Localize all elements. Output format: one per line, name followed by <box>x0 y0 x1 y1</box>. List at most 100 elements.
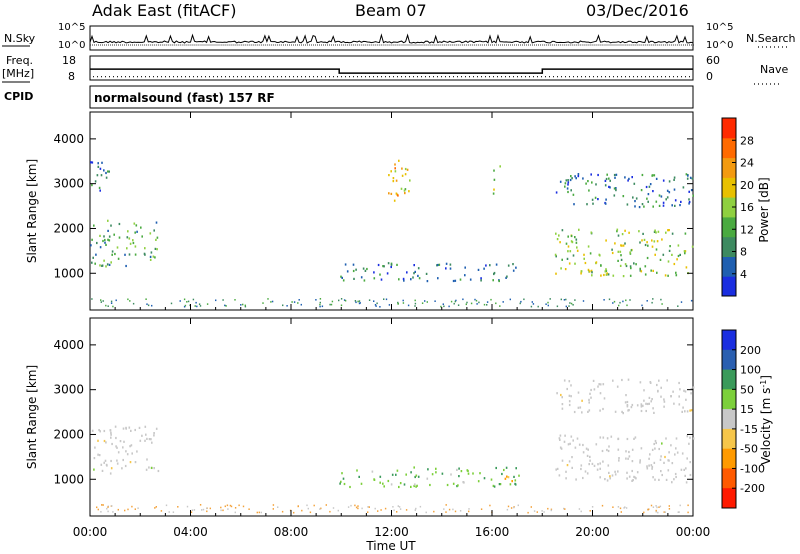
near-range-cell <box>96 506 98 509</box>
heat-cell <box>606 272 608 275</box>
near-range-cell <box>319 303 321 306</box>
heat-cell <box>427 468 429 471</box>
heat-cell <box>105 463 108 466</box>
heat-cell <box>661 473 663 477</box>
heat-cell <box>418 277 421 280</box>
heat-cell <box>652 269 654 272</box>
heat-cell <box>492 192 495 195</box>
heat-cell <box>145 433 147 436</box>
heat-cell <box>150 466 153 469</box>
heat-cell <box>684 390 687 393</box>
heat-cell <box>493 188 495 191</box>
heat-cell <box>99 246 102 249</box>
near-range-cell <box>244 304 246 307</box>
heat-cell <box>431 473 434 476</box>
heat-cell <box>404 167 407 171</box>
heat-cell <box>597 198 599 201</box>
heat-cell <box>425 272 428 275</box>
heat-cell <box>91 429 94 432</box>
heat-cell <box>688 200 691 204</box>
near-range-cell <box>293 301 296 303</box>
heat-cell <box>114 425 117 428</box>
near-range-cell <box>397 505 399 507</box>
heat-cell <box>611 248 613 251</box>
near-range-cell <box>478 301 480 304</box>
heat-cell <box>410 485 412 488</box>
near-range-cell <box>293 511 295 514</box>
heat-cell <box>667 229 669 232</box>
heat-cell <box>685 481 688 484</box>
heat-cell <box>103 439 106 443</box>
heat-cell <box>493 485 496 488</box>
heat-cell <box>627 457 629 460</box>
near-range-cell <box>206 507 208 510</box>
heat-cell <box>650 400 652 403</box>
heat-cell <box>445 267 447 270</box>
heat-cell <box>341 276 343 279</box>
heat-cell <box>126 236 129 239</box>
heat-cell <box>685 173 688 176</box>
heat-cell <box>360 276 363 279</box>
heat-cell <box>452 482 455 485</box>
near-range-cell <box>536 511 538 513</box>
heat-cell <box>569 178 572 182</box>
heat-cell <box>613 187 616 190</box>
heat-cell <box>395 179 398 182</box>
heat-cell <box>668 229 670 232</box>
heat-cell <box>574 236 576 239</box>
heat-cell <box>576 246 578 249</box>
heat-cell <box>343 482 346 486</box>
near-range-cell <box>668 505 670 507</box>
heat-cell <box>629 265 632 268</box>
heat-cell <box>495 263 498 266</box>
near-range-cell <box>442 303 444 305</box>
power-colorbar: 4 8 12 16 20 24 28 <box>721 117 754 297</box>
near-range-cell <box>170 302 173 305</box>
near-range-cell <box>543 511 545 513</box>
heat-cell <box>619 264 622 267</box>
near-range-cell <box>313 504 315 507</box>
near-range-cell <box>196 305 198 308</box>
nsky-line <box>89 33 694 44</box>
heat-cell <box>116 462 119 465</box>
heat-cell <box>111 442 113 446</box>
heat-cell <box>622 244 625 247</box>
near-range-cell <box>186 301 188 303</box>
heat-cell <box>134 461 137 464</box>
near-range-cell <box>367 506 369 508</box>
heat-cell <box>586 203 588 206</box>
freq-trace <box>90 68 693 78</box>
heat-cell <box>498 279 500 283</box>
heat-cell <box>586 454 589 457</box>
heat-cell <box>671 232 674 235</box>
heat-cell <box>408 190 410 193</box>
nave-label: Nave <box>760 63 788 76</box>
near-range-cell <box>129 300 131 302</box>
heat-cell <box>671 204 673 207</box>
near-range-cell <box>226 504 229 507</box>
near-range-cell <box>680 301 683 303</box>
near-range-cell <box>569 302 571 304</box>
heat-cell <box>687 174 689 177</box>
heat-cell <box>673 262 676 266</box>
near-range-cell <box>91 298 93 300</box>
heat-cell <box>417 274 419 277</box>
heat-cell <box>574 175 576 178</box>
heat-cell <box>515 467 517 470</box>
heat-cell <box>499 483 502 486</box>
freq-line <box>90 68 693 74</box>
near-range-cell <box>612 302 614 304</box>
heat-cell <box>643 238 646 241</box>
heat-cell <box>682 186 685 189</box>
heat-cell <box>397 194 399 197</box>
near-range-cell <box>209 507 211 510</box>
heat-cell <box>651 174 654 177</box>
heat-cell <box>98 186 101 189</box>
near-range-cell <box>368 299 371 301</box>
heat-cell <box>662 201 665 204</box>
near-range-cell <box>502 301 504 303</box>
near-range-cell <box>440 305 442 308</box>
heat-cell <box>132 241 135 245</box>
near-range-cell <box>643 511 645 514</box>
near-range-cell <box>617 506 620 508</box>
